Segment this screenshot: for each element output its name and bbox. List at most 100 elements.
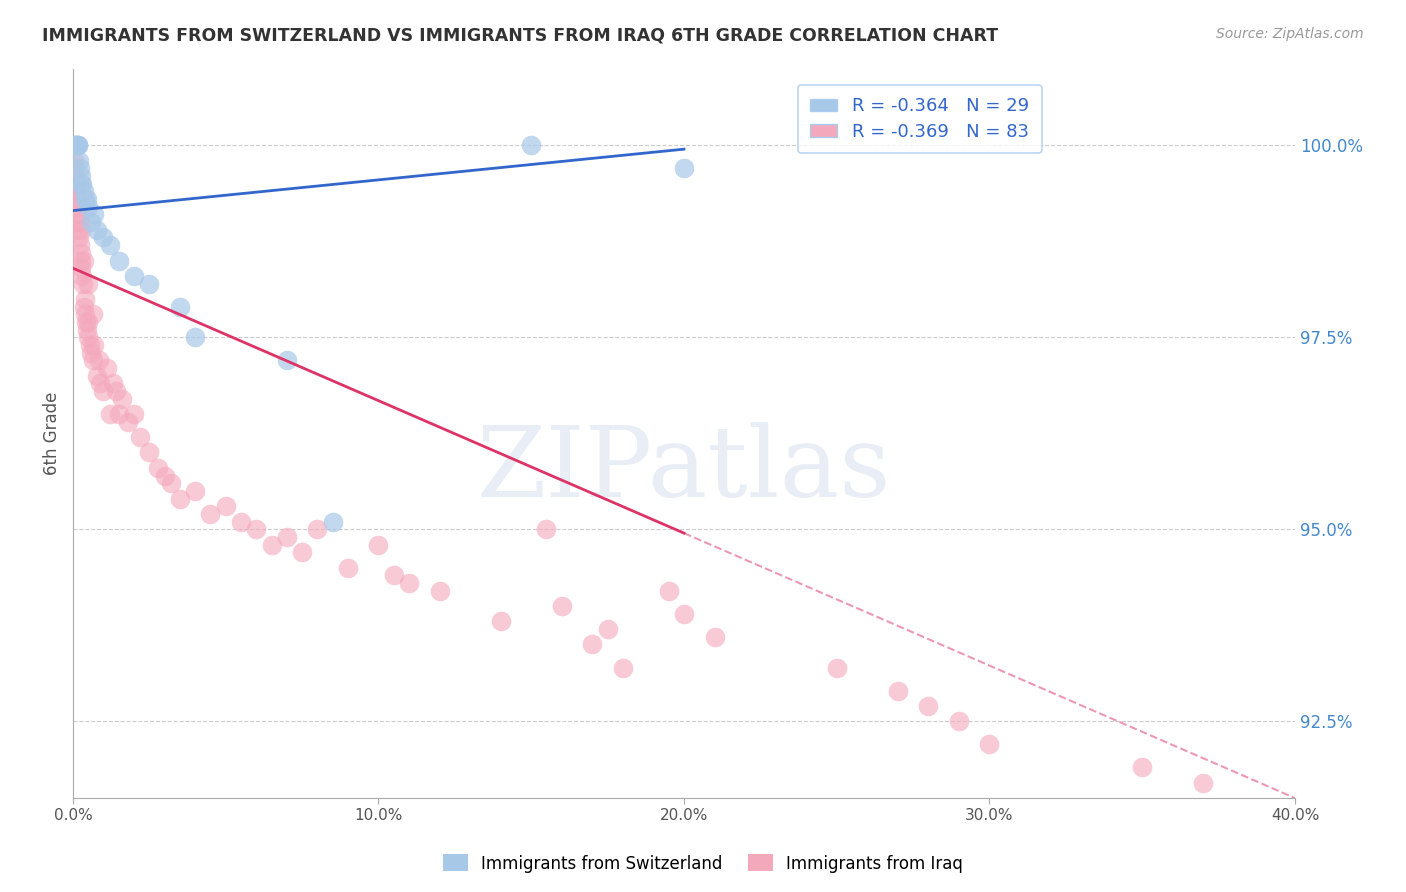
- Point: [612, 660, 634, 674]
- Point: [63, 169, 86, 183]
- Point: [89, 376, 111, 391]
- Point: [65, 177, 87, 191]
- Point: [76, 323, 98, 337]
- Point: [72, 185, 94, 199]
- Point: [1192, 775, 1215, 789]
- Point: [107, 407, 129, 421]
- Legend: R = -0.364   N = 29, R = -0.369   N = 83: R = -0.364 N = 29, R = -0.369 N = 83: [797, 85, 1042, 153]
- Point: [245, 522, 267, 536]
- Legend: Immigrants from Switzerland, Immigrants from Iraq: Immigrants from Switzerland, Immigrants …: [436, 847, 970, 880]
- Point: [596, 622, 619, 636]
- Point: [169, 491, 191, 506]
- Point: [215, 500, 238, 514]
- Point: [322, 515, 344, 529]
- Point: [658, 583, 681, 598]
- Point: [82, 353, 104, 368]
- Point: [69, 245, 91, 260]
- Text: IMMIGRANTS FROM SWITZERLAND VS IMMIGRANTS FROM IRAQ 6TH GRADE CORRELATION CHART: IMMIGRANTS FROM SWITZERLAND VS IMMIGRANT…: [42, 27, 998, 45]
- Point: [67, 223, 90, 237]
- Point: [65, 138, 87, 153]
- Point: [67, 215, 90, 229]
- Point: [67, 138, 90, 153]
- Point: [429, 583, 451, 598]
- Y-axis label: 6th Grade: 6th Grade: [44, 392, 60, 475]
- Point: [101, 376, 124, 391]
- Point: [69, 169, 91, 183]
- Point: [73, 307, 96, 321]
- Point: [917, 698, 939, 713]
- Point: [69, 238, 91, 252]
- Point: [260, 538, 283, 552]
- Point: [96, 361, 118, 376]
- Point: [70, 177, 93, 191]
- Point: [336, 560, 359, 574]
- Point: [276, 530, 298, 544]
- Point: [67, 153, 90, 168]
- Point: [184, 483, 207, 498]
- Point: [122, 407, 145, 421]
- Point: [93, 230, 115, 244]
- Point: [276, 353, 298, 368]
- Point: [69, 215, 91, 229]
- Point: [80, 215, 103, 229]
- Point: [65, 138, 87, 153]
- Point: [98, 407, 121, 421]
- Point: [104, 384, 127, 398]
- Point: [200, 507, 222, 521]
- Point: [80, 345, 103, 359]
- Point: [67, 230, 90, 244]
- Point: [83, 338, 105, 352]
- Point: [551, 599, 574, 613]
- Point: [63, 153, 86, 168]
- Point: [93, 384, 115, 398]
- Point: [70, 177, 93, 191]
- Point: [70, 261, 93, 276]
- Point: [66, 207, 89, 221]
- Point: [138, 277, 160, 291]
- Point: [703, 630, 725, 644]
- Point: [75, 192, 97, 206]
- Point: [86, 368, 108, 383]
- Point: [66, 192, 89, 206]
- Point: [138, 445, 160, 459]
- Point: [66, 185, 89, 199]
- Point: [887, 683, 910, 698]
- Point: [65, 138, 87, 153]
- Point: [159, 476, 181, 491]
- Point: [87, 353, 110, 368]
- Point: [76, 330, 98, 344]
- Point: [117, 415, 139, 429]
- Point: [98, 238, 121, 252]
- Text: ZIPatlas: ZIPatlas: [477, 422, 891, 517]
- Point: [291, 545, 314, 559]
- Point: [153, 468, 176, 483]
- Point: [83, 207, 105, 221]
- Point: [111, 392, 134, 406]
- Point: [63, 138, 86, 153]
- Point: [825, 660, 848, 674]
- Point: [77, 315, 100, 329]
- Point: [367, 538, 389, 552]
- Point: [169, 300, 191, 314]
- Point: [77, 277, 100, 291]
- Point: [65, 177, 87, 191]
- Point: [520, 138, 543, 153]
- Point: [65, 192, 87, 206]
- Point: [69, 223, 91, 237]
- Point: [65, 200, 87, 214]
- Point: [77, 200, 100, 214]
- Point: [1130, 760, 1153, 774]
- Point: [536, 522, 558, 536]
- Point: [672, 161, 695, 176]
- Point: [70, 268, 93, 283]
- Point: [75, 292, 97, 306]
- Point: [672, 607, 695, 621]
- Point: [307, 522, 329, 536]
- Point: [63, 161, 86, 176]
- Point: [129, 430, 152, 444]
- Point: [107, 253, 129, 268]
- Text: Source: ZipAtlas.com: Source: ZipAtlas.com: [1216, 27, 1364, 41]
- Point: [72, 277, 94, 291]
- Point: [82, 307, 104, 321]
- Point: [72, 300, 94, 314]
